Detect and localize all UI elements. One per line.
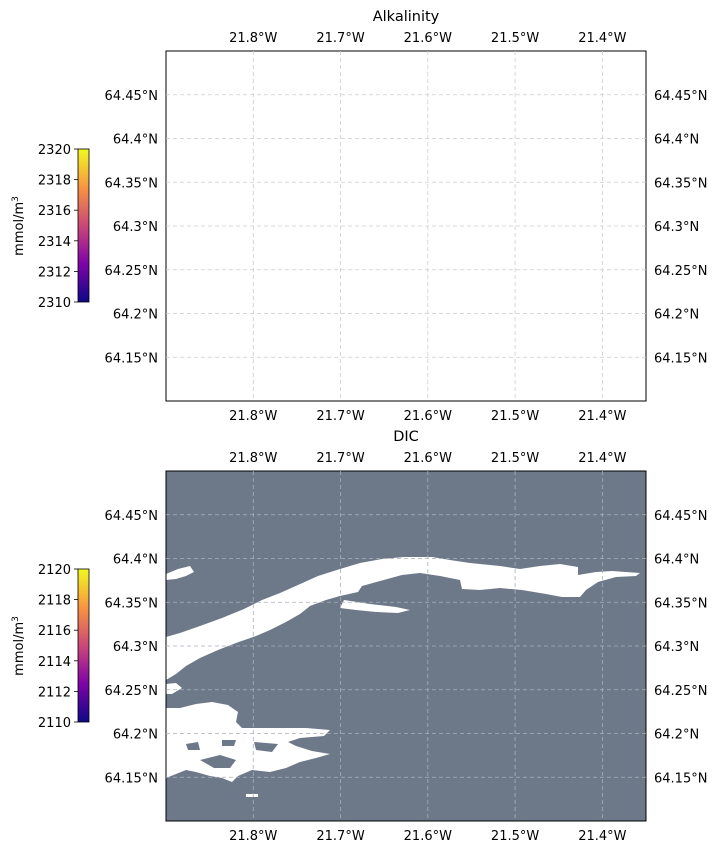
lon-labels-top: 21.8°W 21.7°W 21.6°W 21.5°W 21.4°W	[229, 451, 627, 466]
colorbar-label: mmol/m3	[11, 196, 27, 256]
lat-tick-label: 64.25°N	[105, 264, 158, 279]
lat-labels-left: 64.45°N 64.4°N 64.35°N 64.3°N 64.25°N 64.2°N 6…	[105, 89, 158, 367]
lat-labels-right: 64.45°N 64.4°N 64.35°N 64.3°N 64.25°N 64.2°N 6…	[654, 509, 707, 787]
lon-tick-label: 21.4°W	[578, 409, 626, 424]
lat-labels-left: 64.45°N 64.4°N 64.35°N 64.3°N 64.25°N 64.2°N 6…	[105, 509, 158, 787]
lat-tick-label: 64.45°N	[105, 509, 158, 524]
lat-tick-label: 64.4°N	[113, 553, 158, 568]
lat-tick-label: 64.2°N	[654, 308, 699, 323]
lat-tick-label: 64.15°N	[654, 771, 707, 786]
colorbar-gradient	[77, 148, 90, 303]
lat-tick-label: 64.45°N	[105, 89, 158, 104]
lon-tick-label: 21.5°W	[491, 31, 539, 46]
lat-tick-label: 64.15°N	[105, 771, 158, 786]
lat-tick-label: 64.3°N	[654, 640, 699, 655]
lat-tick-label: 64.2°N	[113, 728, 158, 743]
lon-tick-label: 21.7°W	[316, 829, 364, 844]
lon-tick-label: 21.7°W	[316, 409, 364, 424]
lat-tick-label: 64.45°N	[654, 89, 707, 104]
colorbar: 2110 2112 2114 2116 2118 2120 mmol/m3	[11, 563, 90, 731]
lat-tick-label: 64.3°N	[113, 640, 158, 655]
water-inlets	[186, 740, 278, 768]
colorbar-tick-label: 2320	[38, 143, 71, 158]
gridlines	[166, 471, 646, 821]
panel-title: Alkalinity	[373, 9, 440, 25]
colorbar-tick-label: 2310	[38, 296, 71, 311]
lon-tick-label: 21.4°W	[578, 31, 626, 46]
lat-tick-label: 64.35°N	[654, 176, 707, 191]
lon-tick-label: 21.7°W	[316, 31, 364, 46]
lon-tick-label: 21.7°W	[316, 451, 364, 466]
colorbar-tick-label: 2312	[38, 265, 71, 280]
colorbar-tick-label: 2110	[38, 716, 71, 731]
panel-title: DIC	[393, 429, 419, 445]
colorbar-tick-label: 2318	[38, 174, 71, 189]
lat-tick-label: 64.25°N	[105, 684, 158, 699]
lat-tick-label: 64.35°N	[105, 596, 158, 611]
lat-tick-label: 64.45°N	[654, 509, 707, 524]
colorbar-tick-label: 2120	[38, 563, 71, 578]
lat-tick-label: 64.35°N	[654, 596, 707, 611]
lon-tick-label: 21.5°W	[491, 409, 539, 424]
lat-tick-label: 64.4°N	[654, 553, 699, 568]
lon-tick-label: 21.8°W	[229, 829, 277, 844]
colorbar-ticks: 2110 2112 2114 2116 2118 2120	[38, 563, 78, 731]
colorbar-tick-label: 2118	[38, 594, 71, 609]
lat-tick-label: 64.15°N	[105, 351, 158, 366]
lat-tick-label: 64.4°N	[113, 133, 158, 148]
lon-tick-label: 21.5°W	[491, 829, 539, 844]
lat-tick-label: 64.4°N	[654, 133, 699, 148]
lon-tick-label: 21.6°W	[404, 409, 452, 424]
lon-tick-label: 21.6°W	[404, 451, 452, 466]
lon-tick-label: 21.8°W	[229, 31, 277, 46]
lat-tick-label: 64.25°N	[654, 684, 707, 699]
lon-tick-label: 21.8°W	[229, 451, 277, 466]
lat-tick-label: 64.3°N	[654, 220, 699, 235]
lat-tick-label: 64.2°N	[654, 728, 699, 743]
lon-tick-label: 21.4°W	[578, 829, 626, 844]
lon-labels-bottom: 21.8°W 21.7°W 21.6°W 21.5°W 21.4°W	[229, 409, 627, 424]
lat-tick-label: 64.15°N	[654, 351, 707, 366]
lat-tick-label: 64.3°N	[113, 220, 158, 235]
colorbar-label: mmol/m3	[11, 616, 27, 676]
lon-tick-label: 21.4°W	[578, 451, 626, 466]
colorbar-gradient	[77, 568, 90, 723]
lat-labels-right: 64.45°N 64.4°N 64.35°N 64.3°N 64.25°N 64.2°N 6…	[654, 89, 707, 367]
lon-tick-label: 21.5°W	[491, 451, 539, 466]
lat-tick-label: 64.25°N	[654, 264, 707, 279]
lon-labels-top: 21.8°W 21.7°W 21.6°W 21.5°W 21.4°W	[229, 31, 627, 46]
colorbar-tick-label: 2114	[38, 655, 71, 670]
gridlines	[166, 51, 646, 401]
colorbar-tick-label: 2112	[38, 685, 71, 700]
colorbar-tick-label: 2314	[38, 235, 71, 250]
lon-tick-label: 21.6°W	[404, 31, 452, 46]
colorbar: 2310 2312 2314 2316 2318 2320 mmol/m3	[11, 143, 90, 311]
colorbar-tick-label: 2316	[38, 204, 71, 219]
panel-dic: DIC 21.8°W 21.	[11, 429, 707, 844]
colorbar-ticks: 2310 2312 2314 2316 2318 2320	[38, 143, 78, 311]
panel-alkalinity: Alkalinity 21.8°W 21.7°W 21.6°W 21.5°W 21.4°…	[11, 9, 707, 424]
lon-tick-label: 21.6°W	[404, 829, 452, 844]
lon-tick-label: 21.8°W	[229, 409, 277, 424]
colorbar-tick-label: 2116	[38, 624, 71, 639]
lat-tick-label: 64.35°N	[105, 176, 158, 191]
lat-tick-label: 64.2°N	[113, 308, 158, 323]
lon-labels-bottom: 21.8°W 21.7°W 21.6°W 21.5°W 21.4°W	[229, 829, 627, 844]
